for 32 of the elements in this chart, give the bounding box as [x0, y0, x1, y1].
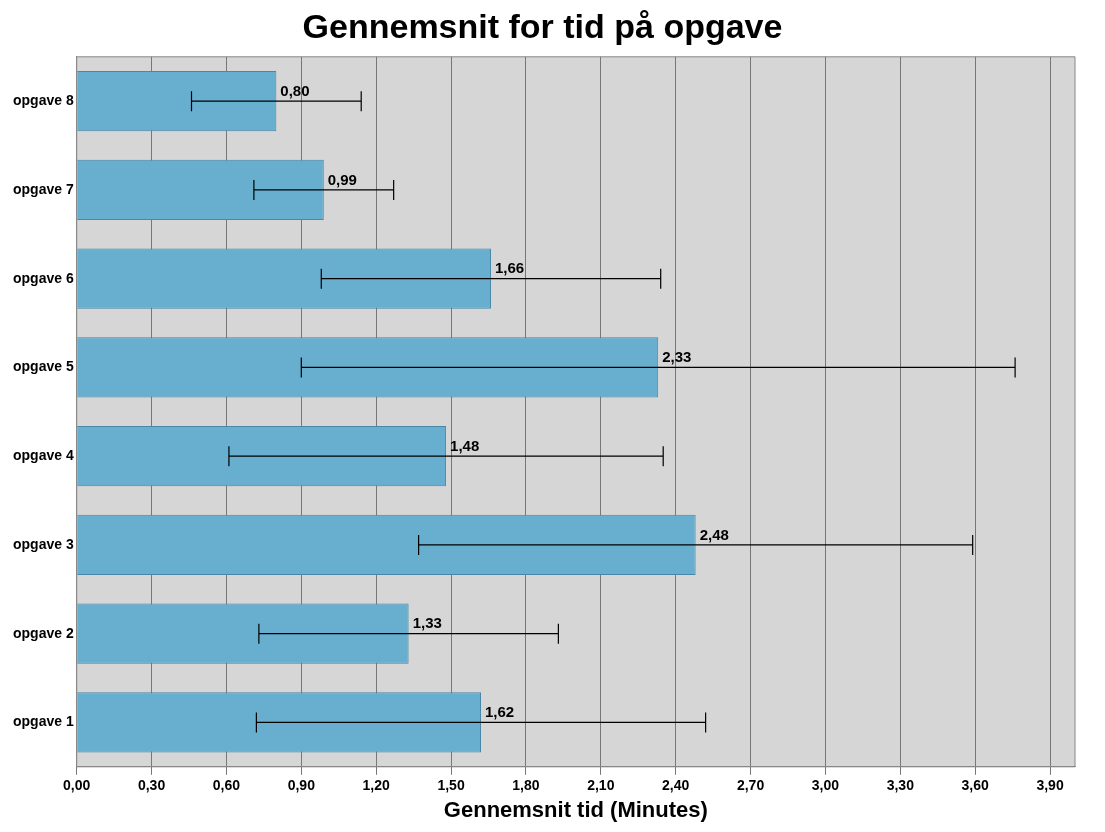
y-tick-label: opgave 3 — [12, 535, 74, 552]
x-tick-label: 2,40 — [662, 777, 690, 794]
data-label: 2,48 — [699, 525, 729, 543]
data-label: 1,66 — [494, 259, 525, 277]
x-tick-label: 3,30 — [886, 777, 915, 794]
x-tick-label: 0,90 — [287, 777, 316, 794]
y-tick-label: opgave 6 — [12, 269, 74, 286]
x-tick-label: 1,80 — [512, 777, 540, 794]
data-label: 0,99 — [327, 170, 357, 188]
chart-title: Gennemsnit for tid på opgave — [302, 6, 783, 45]
data-label: 2,33 — [662, 348, 692, 366]
y-tick-label: opgave 1 — [12, 713, 74, 730]
y-tick-label: opgave 7 — [12, 180, 74, 197]
x-tick-label: 2,70 — [736, 777, 765, 794]
x-tick-label: 1,50 — [437, 777, 465, 794]
y-tick-label: opgave 2 — [12, 624, 74, 641]
x-axis-title: Gennemsnit tid (Minutes) — [443, 796, 708, 822]
x-tick-label: 0,00 — [63, 777, 91, 794]
data-label: 1,48 — [450, 436, 480, 454]
y-tick-label: opgave 4 — [12, 447, 74, 464]
x-tick-label: 1,20 — [362, 777, 391, 794]
data-label: 1,33 — [412, 614, 442, 632]
x-tick-label: 0,60 — [212, 777, 241, 794]
y-tick-label: opgave 5 — [12, 358, 74, 375]
y-tick-label: opgave 8 — [12, 92, 74, 109]
data-label: 1,62 — [485, 703, 515, 721]
x-tick-label: 3,90 — [1036, 777, 1064, 794]
data-label: 0,80 — [280, 81, 310, 99]
x-tick-label: 0,30 — [137, 777, 166, 794]
x-tick-label: 3,00 — [811, 777, 840, 794]
x-tick-label: 3,60 — [961, 777, 990, 794]
x-tick-label: 2,10 — [587, 777, 615, 794]
